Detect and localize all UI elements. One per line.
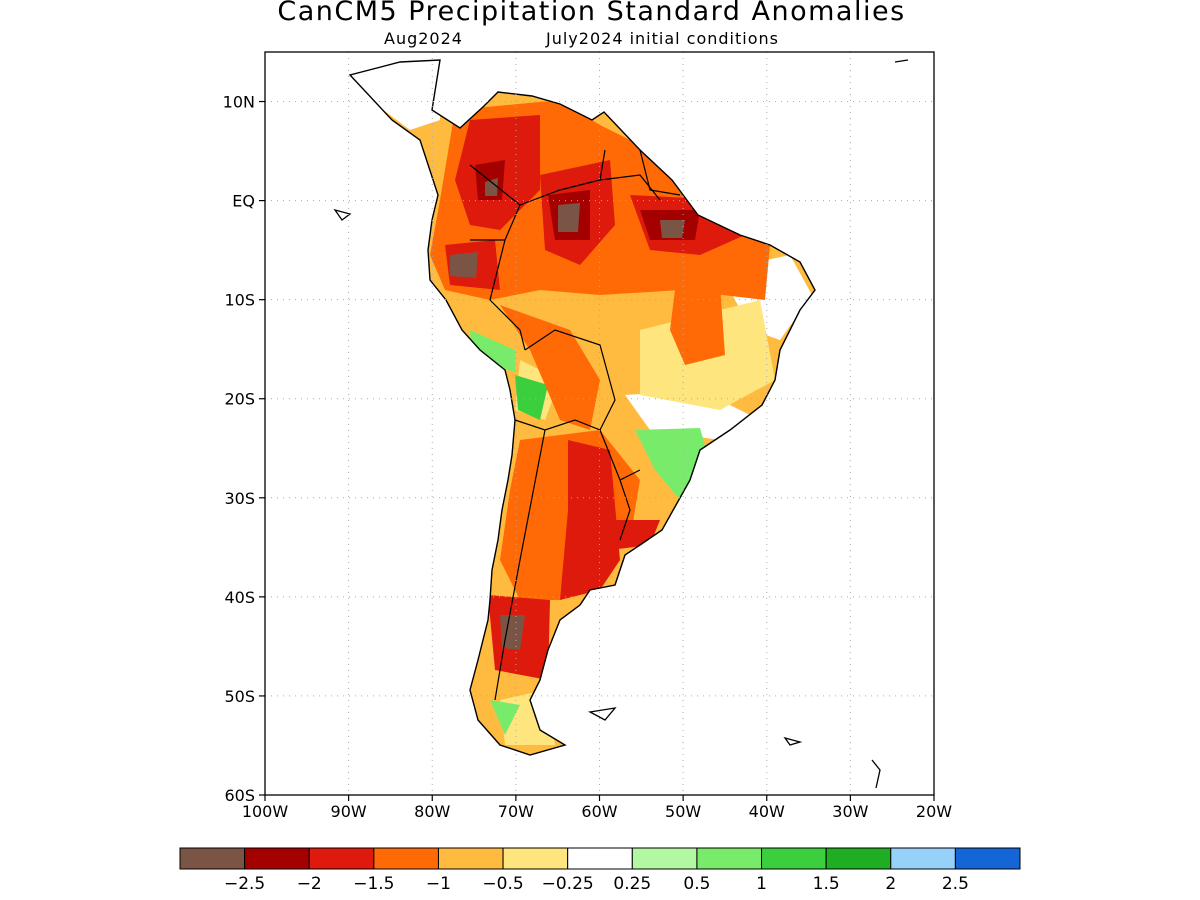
colorbar-label: −0.25	[542, 874, 594, 894]
colorbar-swatch	[696, 847, 763, 870]
islands	[333, 59, 909, 789]
colorbar-label: −0.5	[482, 874, 523, 894]
colorbar-label: 1	[756, 874, 767, 894]
lat-tick-label: 40S	[224, 588, 255, 607]
anomaly-field	[350, 60, 815, 755]
colorbar-swatch	[179, 847, 246, 870]
colorbar-swatch	[631, 847, 698, 870]
lat-tick-label: 20S	[224, 390, 255, 409]
colorbar-swatch	[954, 847, 1021, 870]
lat-tick-label: 60S	[224, 786, 255, 805]
coastline	[348, 59, 816, 756]
forecast-month: Aug2024	[384, 29, 463, 48]
colorbar-label: −1.5	[353, 874, 394, 894]
lon-tick-label: 70W	[498, 802, 534, 821]
lat-tick-label: EQ	[232, 192, 255, 211]
colorbar-swatch	[373, 847, 439, 870]
lon-tick-label: 100W	[242, 802, 289, 821]
map-title: CanCM5 Precipitation Standard Anomalies	[277, 0, 906, 27]
lat-tick-label: 10N	[223, 93, 255, 112]
lat-tick-label: 10S	[224, 291, 255, 310]
colorbar-swatch	[308, 847, 375, 870]
country-borders	[469, 149, 681, 701]
colorbar-label: 0.25	[613, 874, 651, 894]
lon-tick-label: 20W	[916, 802, 952, 821]
colorbar-swatch	[502, 847, 569, 870]
lon-tick-label: 30W	[832, 802, 868, 821]
initial-conditions: July2024 initial conditions	[546, 29, 779, 48]
colorbar: −2.5 −2 −1.5 −1 −0.5 −0.25 0.25 0.5 1 1.5 2 2.5	[179, 847, 1021, 894]
colorbar-label: −1	[426, 874, 451, 894]
colorbar-label: 1.5	[813, 874, 840, 894]
colorbar-label: −2	[297, 874, 322, 894]
colorbar-label: 0.5	[683, 874, 710, 894]
lon-tick-label: 90W	[331, 802, 367, 821]
colorbar-label: 2.5	[942, 874, 969, 894]
colorbar-label: 2	[885, 874, 896, 894]
colorbar-label: −2.5	[224, 874, 265, 894]
lat-tick-label: 50S	[224, 687, 255, 706]
lat-tick-label: 30S	[224, 489, 255, 508]
colorbar-swatch	[244, 847, 310, 870]
lon-tick-label: 80W	[414, 802, 450, 821]
colorbar-swatch	[437, 847, 504, 870]
colorbar-swatch	[825, 847, 892, 870]
colorbar-swatch	[890, 847, 956, 870]
lon-tick-label: 50W	[665, 802, 701, 821]
lon-tick-label: 60W	[581, 802, 617, 821]
colorbar-swatch	[761, 847, 827, 870]
colorbar-swatch	[567, 847, 633, 870]
lon-tick-label: 40W	[749, 802, 785, 821]
